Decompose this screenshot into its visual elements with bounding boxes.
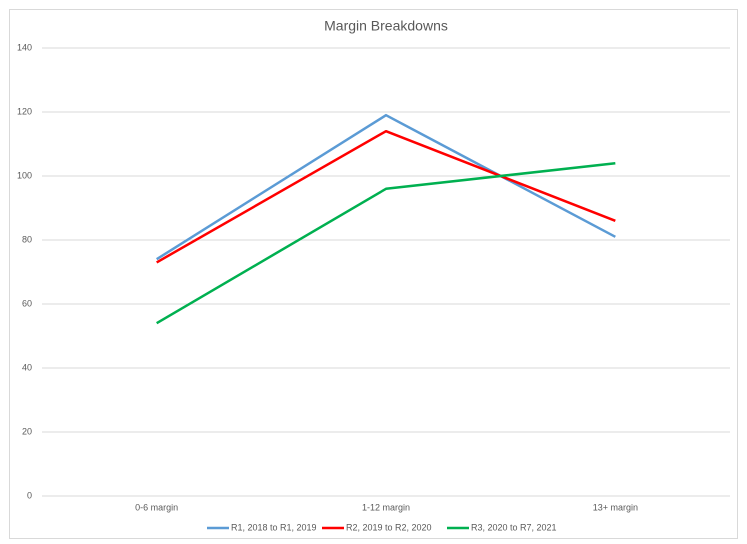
series-line xyxy=(156,129,616,264)
y-tick-label: 80 xyxy=(22,234,32,244)
y-tick-label: 20 xyxy=(22,426,32,436)
y-tick-label: 60 xyxy=(22,298,32,308)
x-tick-label: 1-12 margin xyxy=(362,502,410,512)
chart-title: Margin Breakdowns xyxy=(324,18,448,34)
series-line xyxy=(156,113,616,261)
y-tick-label: 120 xyxy=(17,106,32,116)
chart-border xyxy=(9,9,738,539)
y-tick-label: 100 xyxy=(17,170,32,180)
legend-label: R3, 2020 to R7, 2021 xyxy=(471,522,557,532)
series-line xyxy=(156,161,616,325)
y-tick-label: 40 xyxy=(22,362,32,372)
x-tick-label: 13+ margin xyxy=(593,502,638,512)
legend-label: R2, 2019 to R2, 2020 xyxy=(346,522,432,532)
x-tick-label: 0-6 margin xyxy=(135,502,178,512)
legend-label: R1, 2018 to R1, 2019 xyxy=(231,522,317,532)
y-tick-label: 140 xyxy=(17,42,32,52)
y-tick-label: 0 xyxy=(27,490,32,500)
